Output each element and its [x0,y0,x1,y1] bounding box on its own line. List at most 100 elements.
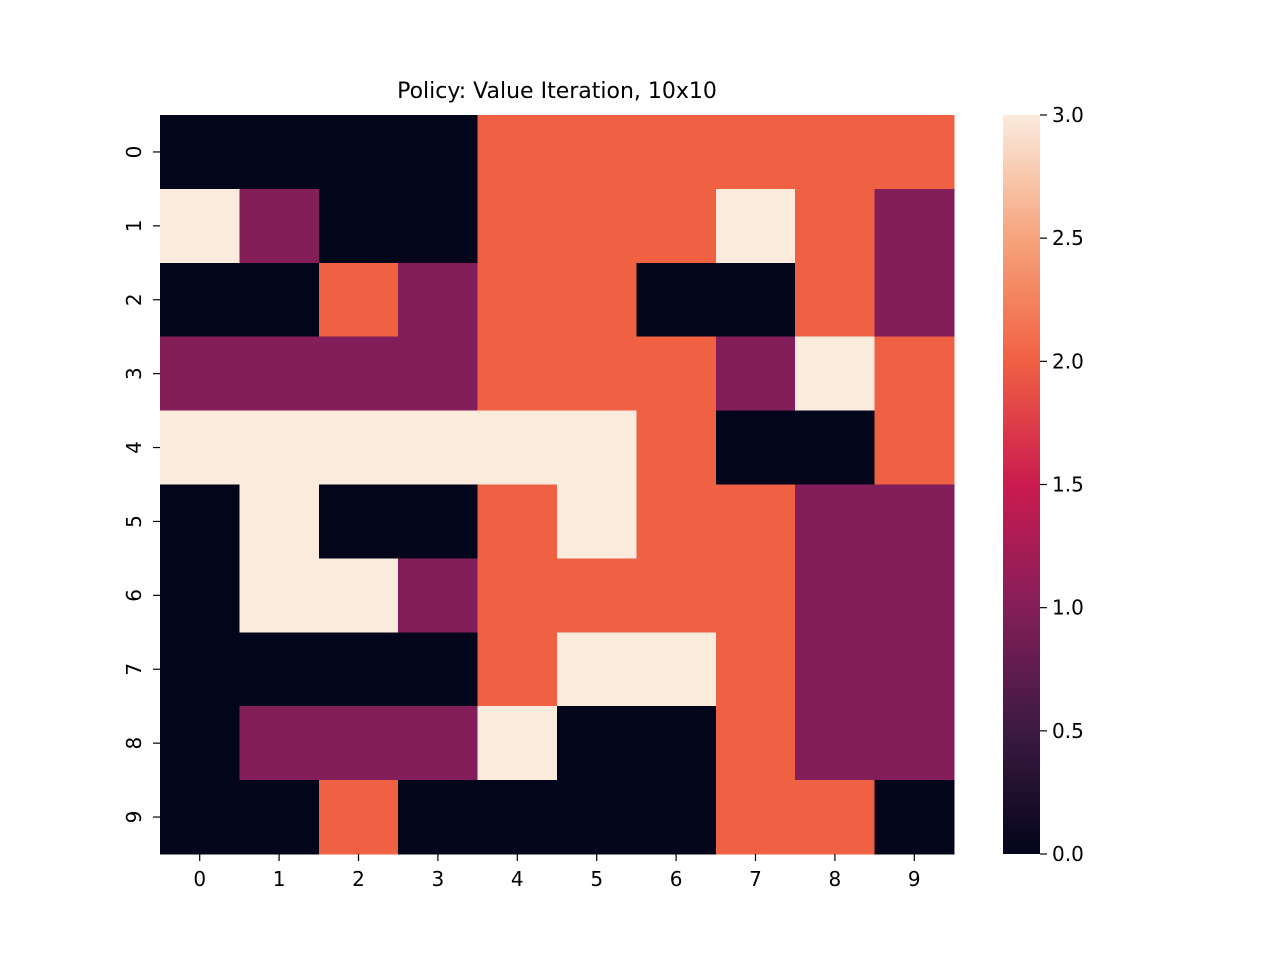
heatmap-cell-r6-c6 [636,558,717,633]
heatmap-cell-r6-c8 [795,558,876,633]
heatmap-cell-r1-c3 [398,188,479,264]
x-tick-label: 2 [352,867,365,891]
heatmap-cell-r5-c2 [318,484,399,559]
heatmap-cell-r5-c6 [636,484,717,559]
heatmap-cell-r3-c9 [874,336,955,412]
heatmap-cell-r9-c3 [398,780,479,855]
colorbar-tick-label: 0.0 [1052,842,1084,866]
heatmap-cell-r1-c4 [477,188,558,264]
heatmap-cell-r9-c1 [239,780,320,855]
heatmap-cell-r5-c7 [715,484,796,559]
heatmap-cells [160,115,955,855]
chart-title: Policy: Value Iteration, 10x10 [397,79,717,104]
heatmap-cell-r3-c6 [636,336,717,412]
heatmap-cell-r2-c9 [874,262,955,338]
heatmap-cell-r4-c7 [715,410,796,486]
heatmap-cell-r4-c8 [795,410,876,486]
y-tick-label: 0 [122,146,146,159]
heatmap-cell-r7-c0 [160,632,240,707]
heatmap-cell-r8-c9 [874,706,955,781]
heatmap-cell-r3-c3 [398,336,479,412]
heatmap-cell-r7-c2 [318,632,399,707]
heatmap-cell-r0-c3 [398,115,479,190]
heatmap-cell-r5-c3 [398,484,479,559]
heatmap-cell-r8-c5 [557,706,637,781]
heatmap-cell-r3-c0 [160,336,240,412]
heatmap-cell-r0-c1 [239,115,320,190]
y-tick-label: 1 [122,219,146,232]
heatmap-cell-r6-c4 [477,558,558,633]
heatmap-cell-r2-c0 [160,262,240,338]
heatmap-cell-r4-c6 [636,410,717,486]
heatmap-cell-r0-c6 [636,115,717,190]
heatmap-cell-r2-c7 [715,262,796,338]
heatmap-cell-r2-c2 [318,262,399,338]
heatmap-cell-r7-c8 [795,632,876,707]
colorbar-ticks: 0.0 0.5 1.0 1.5 2.0 2.5 3.0 [1040,103,1084,866]
heatmap-cell-r1-c0 [160,188,240,264]
heatmap-cell-r5-c9 [874,484,955,559]
colorbar-tick-label: 2.0 [1052,349,1084,373]
heatmap-cell-r4-c0 [160,410,240,486]
y-tick-label: 6 [122,589,146,602]
heatmap-cell-r4-c2 [318,410,399,486]
x-tick-label: 7 [749,867,762,891]
colorbar: 0.0 0.5 1.0 1.5 2.0 2.5 3.0 [1003,103,1084,866]
heatmap-cell-r6-c9 [874,558,955,633]
x-tick-label: 6 [670,867,683,891]
heatmap-cell-r2-c8 [795,262,876,338]
heatmap-cell-r6-c5 [557,558,637,633]
heatmap-cell-r2-c6 [636,262,717,338]
heatmap-cell-r4-c5 [557,410,637,486]
heatmap-cell-r2-c1 [239,262,320,338]
heatmap-cell-r0-c0 [160,115,240,190]
colorbar-tick-label: 1.5 [1052,473,1084,497]
heatmap-cell-r9-c0 [160,780,240,855]
heatmap-cell-r7-c6 [636,632,717,707]
x-tick-label: 0 [193,867,206,891]
heatmap-cell-r2-c3 [398,262,479,338]
heatmap-cell-r8-c0 [160,706,240,781]
heatmap-cell-r0-c8 [795,115,876,190]
heatmap-cell-r6-c2 [318,558,399,633]
y-tick-label: 5 [122,515,146,528]
heatmap-cell-r7-c5 [557,632,637,707]
y-tick-label: 4 [122,441,146,454]
heatmap-cell-r5-c4 [477,484,558,559]
heatmap-cell-r9-c4 [477,780,558,855]
heatmap-cell-r5-c1 [239,484,320,559]
heatmap-cell-r8-c1 [239,706,320,781]
heatmap-cell-r3-c8 [795,336,876,412]
heatmap-cell-r9-c8 [795,780,876,855]
heatmap-cell-r4-c1 [239,410,320,486]
heatmap-cell-r5-c8 [795,484,876,559]
x-tick-label: 3 [432,867,445,891]
heatmap-cell-r6-c0 [160,558,240,633]
heatmap-cell-r3-c7 [715,336,796,412]
heatmap-cell-r9-c5 [557,780,637,855]
heatmap-cell-r2-c5 [557,262,637,338]
y-axis: 0 1 2 3 4 5 6 7 8 9 [122,146,160,823]
heatmap-cell-r1-c7 [715,188,796,264]
heatmap-cell-r9-c2 [318,780,399,855]
heatmap-cell-r5-c0 [160,484,240,559]
colorbar-gradient [1003,115,1040,854]
colorbar-tick-label: 2.5 [1052,226,1084,250]
heatmap-cell-r3-c1 [239,336,320,412]
y-tick-label: 7 [122,663,146,676]
y-tick-label: 8 [122,737,146,750]
x-axis: 0 1 2 3 4 5 6 7 8 9 [193,854,921,891]
heatmap-cell-r8-c3 [398,706,479,781]
heatmap-cell-r9-c9 [874,780,955,855]
colorbar-tick-label: 0.5 [1052,719,1084,743]
heatmap-cell-r1-c2 [318,188,399,264]
heatmap-cell-r0-c9 [874,115,955,190]
heatmap-cell-r1-c9 [874,188,955,264]
heatmap-cell-r5-c5 [557,484,637,559]
heatmap-cell-r4-c3 [398,410,479,486]
heatmap-cell-r6-c1 [239,558,320,633]
heatmap-cell-r1-c8 [795,188,876,264]
x-tick-label: 1 [273,867,286,891]
heatmap-cell-r7-c1 [239,632,320,707]
heatmap-cell-r7-c4 [477,632,558,707]
